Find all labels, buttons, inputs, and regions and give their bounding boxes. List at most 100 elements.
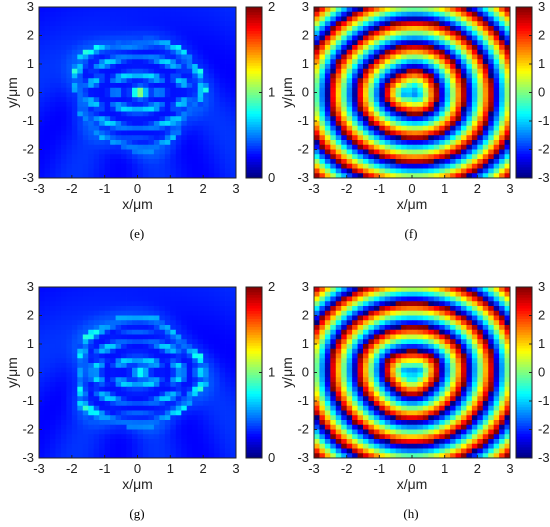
heatmap-cell [482, 159, 489, 165]
heatmap-cell [208, 443, 215, 449]
heatmap-cell [341, 296, 348, 302]
heatmap-cell [186, 405, 193, 411]
heatmap-cell [126, 135, 133, 141]
heatmap-cell [93, 291, 100, 297]
heatmap-cell [192, 439, 199, 445]
heatmap-cell [363, 35, 369, 41]
heatmap-cell [335, 372, 342, 378]
heatmap-cell [493, 130, 500, 136]
heatmap-cell [66, 434, 73, 440]
heatmap-cell [197, 310, 204, 316]
heatmap-cell [455, 54, 462, 60]
heatmap-cell [186, 344, 193, 350]
heatmap-cell [352, 7, 358, 13]
heatmap-cell [433, 135, 440, 141]
heatmap-cell [471, 135, 478, 141]
heatmap-cell [368, 40, 375, 46]
heatmap-cell [115, 315, 122, 321]
heatmap-cell [330, 163, 337, 169]
heatmap-cell [93, 92, 100, 98]
heatmap-cell [384, 154, 391, 160]
heatmap-cell [142, 35, 149, 41]
heatmap-cell [186, 367, 193, 373]
heatmap-cell [412, 382, 418, 388]
heatmap-cell [330, 168, 337, 174]
heatmap-cell [439, 92, 446, 98]
heatmap-cell [115, 168, 122, 174]
heatmap-cell [219, 344, 226, 350]
heatmap-cell [88, 11, 95, 17]
heatmap-cell [137, 149, 144, 155]
heatmap-cell [208, 140, 215, 146]
colorbar-step [516, 73, 532, 77]
heatmap-cell [88, 382, 95, 388]
heatmap-cell [341, 334, 348, 340]
colorbar-step [246, 108, 262, 112]
heatmap-cell [357, 35, 364, 41]
heatmap-cell [324, 325, 331, 331]
heatmap-cell [110, 49, 117, 55]
heatmap-cell [60, 7, 67, 13]
heatmap-cell [455, 35, 462, 41]
heatmap-cell [214, 111, 220, 117]
heatmap-cell [175, 54, 182, 60]
heatmap-cell [77, 410, 84, 416]
heatmap-cell [214, 68, 220, 74]
heatmap-cell [368, 382, 375, 388]
heatmap-cell [115, 367, 122, 373]
heatmap-cell [384, 287, 391, 293]
heatmap-cell [175, 377, 182, 383]
colorbar-step [246, 396, 262, 400]
heatmap-cell [368, 301, 375, 307]
heatmap-cell [390, 97, 397, 103]
heatmap-cell [88, 448, 95, 454]
heatmap-cell [60, 116, 67, 122]
y-tick-label: 2 [27, 308, 34, 323]
heatmap-cell [126, 30, 133, 36]
heatmap-cell [137, 424, 144, 430]
heatmap-cell [110, 125, 117, 131]
heatmap-cell [186, 334, 193, 340]
heatmap-cell [66, 144, 73, 150]
heatmap-cell [153, 429, 160, 435]
heatmap-cell [55, 59, 62, 65]
heatmap-cell [137, 429, 144, 435]
heatmap-cell [60, 420, 67, 426]
heatmap-cell [66, 429, 73, 435]
heatmap-cell [159, 144, 166, 150]
heatmap-cell [153, 59, 160, 65]
heatmap-cell [186, 144, 193, 150]
heatmap-cell [373, 54, 380, 60]
heatmap-cell [230, 377, 237, 383]
heatmap-cell [401, 35, 407, 41]
heatmap-cell [214, 149, 220, 155]
heatmap-cell [477, 173, 484, 179]
heatmap-cell [461, 315, 467, 321]
heatmap-cell [219, 106, 226, 112]
heatmap-cell [55, 344, 62, 350]
heatmap-cell [214, 35, 220, 41]
heatmap-cell [230, 97, 237, 103]
heatmap-cell [439, 35, 446, 41]
heatmap-cell [121, 410, 127, 416]
heatmap-cell [55, 339, 62, 345]
heatmap-cell [197, 291, 204, 297]
heatmap-cell [192, 11, 199, 17]
heatmap-cell [444, 116, 451, 122]
heatmap-cell [504, 26, 511, 32]
heatmap-cell [504, 106, 511, 112]
heatmap-cell [395, 334, 402, 340]
heatmap-cell [110, 329, 117, 335]
colorbar-step [516, 9, 532, 13]
heatmap-cell [77, 106, 84, 112]
heatmap-cell [499, 64, 505, 70]
heatmap-cell [77, 386, 84, 392]
heatmap-cell [384, 21, 391, 27]
heatmap-cell [104, 159, 111, 165]
heatmap-cell [55, 49, 62, 55]
heatmap-cell [66, 287, 73, 293]
heatmap-cell [203, 68, 210, 74]
heatmap-cell [192, 306, 199, 312]
colorbar-step [246, 287, 262, 291]
heatmap-cell [208, 453, 215, 459]
